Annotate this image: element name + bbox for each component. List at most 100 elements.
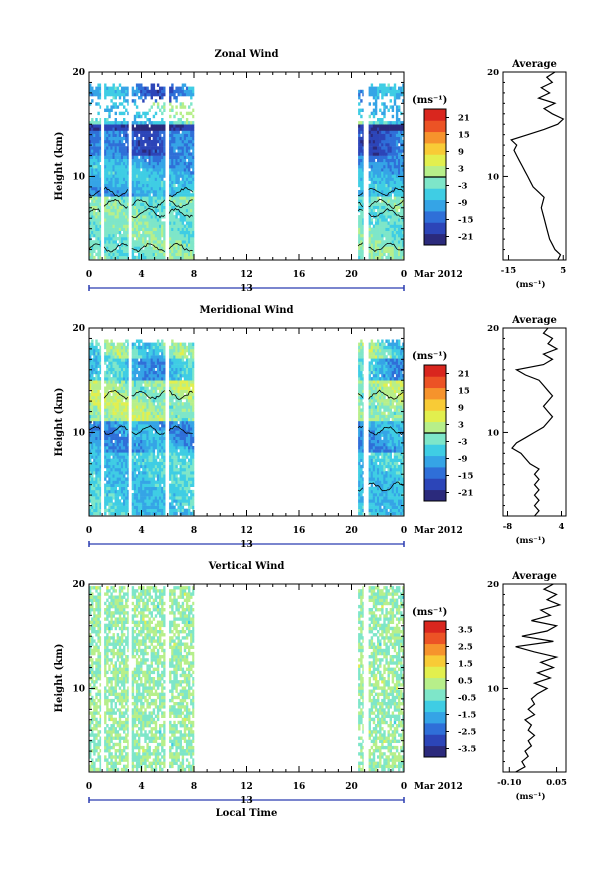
heatmap-cell bbox=[156, 133, 160, 137]
heatmap-cell bbox=[185, 237, 189, 241]
heatmap-cell bbox=[108, 380, 111, 384]
heatmap-cell bbox=[99, 249, 102, 253]
heatmap-cell bbox=[133, 377, 137, 381]
heatmap-cell bbox=[95, 399, 98, 403]
heatmap-cell bbox=[135, 352, 139, 356]
heatmap-cell bbox=[152, 361, 156, 365]
contour-line bbox=[131, 243, 165, 253]
month-label: Mar 2012 bbox=[414, 270, 463, 280]
heatmap-cell bbox=[120, 165, 124, 169]
heatmap-cell bbox=[148, 174, 151, 178]
heatmap-cell bbox=[358, 218, 361, 222]
heatmap-cell bbox=[185, 221, 189, 225]
heatmap-cell bbox=[142, 486, 145, 491]
heatmap-cell bbox=[377, 249, 380, 253]
heatmap-cell bbox=[131, 483, 135, 487]
heatmap-cell bbox=[127, 474, 129, 478]
heatmap-cell bbox=[131, 202, 135, 206]
heatmap-cell bbox=[156, 165, 160, 169]
heatmap-cell bbox=[104, 430, 107, 434]
heatmap-cell bbox=[192, 171, 195, 175]
heatmap-cell bbox=[135, 199, 139, 203]
heatmap-cell bbox=[135, 152, 139, 156]
heatmap-cell bbox=[131, 408, 135, 412]
heatmap-cell bbox=[108, 342, 111, 346]
heatmap-cell bbox=[152, 414, 156, 419]
heatmap-cell bbox=[398, 180, 401, 184]
heatmap-cell bbox=[161, 202, 164, 206]
heatmap-cell bbox=[91, 224, 94, 228]
heatmap-cell bbox=[127, 180, 129, 184]
heatmap-cell bbox=[116, 224, 120, 228]
heatmap-cell bbox=[398, 196, 401, 200]
heatmap-cell bbox=[161, 127, 164, 131]
heatmap-cell bbox=[99, 146, 102, 150]
heatmap-cell bbox=[133, 355, 137, 359]
heatmap-cell bbox=[138, 483, 141, 487]
heatmap-cell bbox=[106, 395, 109, 400]
heatmap-cell bbox=[183, 183, 187, 188]
heatmap-cell bbox=[91, 477, 94, 481]
heatmap-cell bbox=[135, 493, 139, 497]
heatmap-cell bbox=[358, 108, 361, 112]
heatmap-cell bbox=[391, 89, 395, 94]
heatmap-cell bbox=[104, 199, 107, 203]
heatmap-cell bbox=[387, 249, 390, 253]
heatmap-cell bbox=[379, 246, 382, 250]
heatmap-cell bbox=[156, 224, 160, 228]
heatmap-cell bbox=[135, 480, 139, 484]
heatmap-cell bbox=[395, 237, 399, 241]
heatmap-cell bbox=[159, 130, 162, 134]
heatmap-cell bbox=[185, 86, 189, 90]
heatmap-cell bbox=[152, 483, 156, 487]
heatmap-cell bbox=[131, 380, 135, 384]
heatmap-cell bbox=[398, 205, 401, 210]
heatmap-cell bbox=[161, 230, 164, 235]
heatmap-cell bbox=[398, 186, 401, 191]
heatmap-cell bbox=[116, 124, 120, 128]
heatmap-cell bbox=[89, 171, 92, 175]
heatmap-cell bbox=[144, 227, 147, 231]
heatmap-cell bbox=[175, 227, 178, 231]
heatmap-cell bbox=[93, 218, 96, 222]
heatmap-cell bbox=[142, 92, 145, 97]
heatmap-cell bbox=[106, 149, 109, 153]
heatmap-cell bbox=[112, 83, 115, 87]
heatmap-cell bbox=[173, 96, 176, 100]
heatmap-cell bbox=[383, 108, 386, 112]
heatmap-cell bbox=[99, 411, 102, 415]
heatmap-cell bbox=[104, 352, 107, 356]
colorbar-swatch bbox=[424, 154, 446, 167]
heatmap-cell bbox=[91, 133, 94, 137]
heatmap-cell bbox=[150, 417, 153, 422]
heatmap-cell bbox=[152, 130, 156, 134]
heatmap-cell bbox=[379, 130, 382, 134]
heatmap-cell bbox=[173, 186, 176, 191]
heatmap-cell bbox=[108, 205, 111, 210]
heatmap-cell bbox=[398, 193, 401, 197]
heatmap-cell bbox=[93, 143, 96, 147]
heatmap-cell bbox=[368, 92, 371, 97]
heatmap-cell bbox=[146, 252, 149, 257]
heatmap-cell bbox=[131, 249, 135, 253]
heatmap-cell bbox=[159, 186, 162, 191]
heatmap-cell bbox=[185, 89, 189, 94]
heatmap-cell bbox=[183, 246, 187, 250]
heatmap-cell bbox=[391, 143, 395, 147]
heatmap-cell bbox=[97, 133, 100, 137]
heatmap-cell bbox=[148, 218, 151, 222]
heatmap-cell bbox=[358, 143, 361, 147]
heatmap-cell bbox=[133, 352, 137, 356]
heatmap-cell bbox=[118, 246, 122, 250]
heatmap-cell bbox=[391, 124, 395, 128]
heatmap-cell bbox=[360, 196, 363, 200]
heatmap-cell bbox=[148, 352, 151, 356]
heatmap-cell bbox=[127, 183, 129, 188]
heatmap-cell bbox=[381, 149, 384, 153]
heatmap-cell bbox=[146, 442, 149, 447]
heatmap-cell bbox=[104, 511, 107, 516]
heatmap-cell bbox=[104, 139, 107, 144]
heatmap-cell bbox=[372, 183, 376, 188]
heatmap-cell bbox=[125, 367, 128, 372]
heatmap-cell bbox=[140, 177, 143, 181]
